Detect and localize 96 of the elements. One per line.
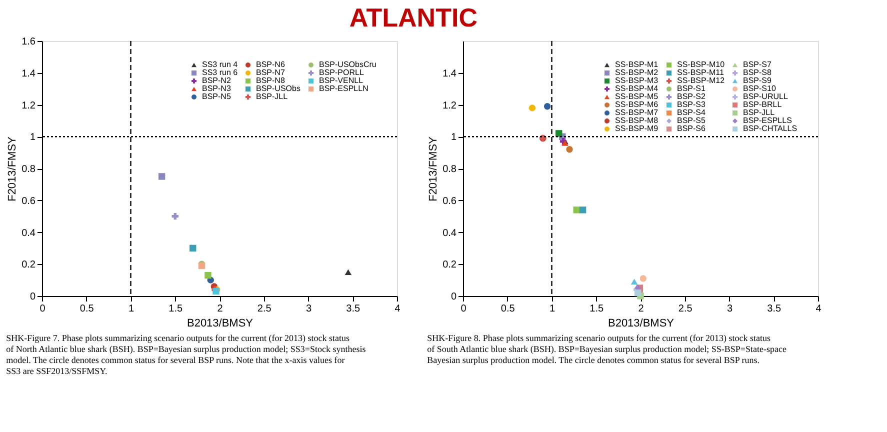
y-tick-label: 1.6: [22, 36, 36, 48]
x-tick-label: 0: [40, 304, 46, 314]
y-tick-label: 1: [450, 132, 457, 144]
y-tick-label: 0.6: [22, 196, 36, 207]
x-tick-label: 3.5: [767, 304, 782, 314]
y-tick-label: 1.4: [442, 68, 457, 80]
legend-label: BSP-ESPLLN: [319, 84, 369, 93]
x-tick-label: 3: [726, 304, 733, 314]
legend-label: SS-BSP-M2: [615, 68, 659, 77]
y-tick-label: 1.2: [442, 100, 457, 112]
point: [172, 212, 178, 220]
legend-label: BSP-N8: [256, 76, 286, 85]
point: [158, 173, 166, 180]
y-axis-title: F2013/FMSY: [428, 136, 440, 202]
chart-title: ATLANTIC: [349, 2, 478, 32]
x-tick-label: 0: [460, 304, 467, 314]
legend-label: SS-BSP-M7: [615, 108, 659, 117]
x-tick-label: 1.5: [590, 304, 604, 314]
point: [204, 272, 212, 279]
x-tick-label: 2: [217, 304, 224, 314]
y-tick-label: 0: [30, 292, 36, 302]
legend-label: BSP-ESPLLS: [743, 116, 792, 125]
legend-label: BSP-N7: [256, 68, 286, 77]
legend-label: BSP-S7: [743, 60, 772, 69]
y-axis-title: F2013/FMSY: [6, 136, 19, 202]
x-tick-label: 2: [638, 304, 644, 314]
legend-label: BSP-S6: [677, 124, 706, 133]
legend-label: BSP-S8: [743, 68, 772, 77]
legend-label: SS-BSP-M9: [615, 124, 659, 133]
y-tick-label: 0.6: [442, 196, 457, 207]
y-tick-label: 0.2: [22, 260, 36, 271]
legend-label: BSP-N6: [256, 60, 286, 69]
point: [190, 244, 196, 252]
legend-label: BSP-S10: [743, 84, 776, 93]
y-tick-label: 1.4: [22, 68, 36, 80]
legend-label: SS-BSP-M10: [677, 60, 726, 69]
legend-label: BSP-BRLL: [743, 100, 782, 109]
legend-label: SS-BSP-M1: [615, 60, 659, 69]
legend-label: BSP-S3: [677, 100, 706, 109]
legend-label: BSP-N5: [202, 92, 232, 101]
legend-label: SS-BSP-M6: [615, 100, 659, 109]
x-tick-label: 2.5: [678, 304, 693, 314]
legend-label: BSP-S1: [677, 84, 706, 93]
x-tick-label: 4: [394, 304, 401, 314]
point: [640, 275, 647, 282]
x-tick-label: 3.5: [346, 304, 361, 314]
legend-label: SS3 run 6: [202, 68, 238, 77]
x-tick-label: 2.5: [257, 304, 272, 314]
x-tick-label: 1.5: [168, 304, 184, 314]
legend-label: BSP-URULL: [743, 92, 788, 101]
legend-label: BSP-N3: [202, 84, 232, 93]
legend-label: BSP-USObsCru: [319, 60, 376, 69]
legend-label: SS-BSP-M3: [615, 76, 659, 85]
point: [630, 278, 638, 285]
legend-label: BSP-N2: [202, 76, 232, 85]
legend-label: BSP-PORLL: [319, 68, 364, 77]
x-tick-label: 0.5: [500, 304, 516, 314]
y-tick-label: 0.4: [442, 228, 457, 239]
x-axis-title: B2013/BMSY: [186, 318, 254, 330]
y-tick-label: 1.2: [22, 100, 36, 112]
x-tick-label: 1: [128, 304, 134, 314]
legend-label: BSP-S2: [677, 92, 706, 101]
legend-label: SS-BSP-M12: [677, 76, 726, 85]
legend-label: SS-BSP-M11: [677, 68, 725, 77]
point: [566, 146, 573, 153]
y-tick-label: 0.8: [22, 164, 36, 175]
legend-label: SS-BSP-M5: [615, 92, 659, 101]
legend-label: SS-BSP-M8: [615, 116, 659, 125]
y-tick-label: 0.4: [22, 228, 36, 239]
legend-label: BSP-JLL: [743, 108, 776, 117]
legend-label: BSP-S5: [677, 116, 706, 125]
point: [579, 206, 586, 214]
x-tick-label: 4: [816, 304, 822, 314]
text: SHK-Figure 8. Phase plots summarizing scenario outputs for the current (for 2013) stock status of South Atlantic blue shark (BSH). BSP=Bayesian surplus production model; SS-BSP=State-space Bayesian surplus production model. The circle denotes common status for several BSP runs.: [427, 333, 786, 365]
legend-label: BSP-USObs: [256, 84, 300, 93]
x-tick-label: 0.5: [80, 304, 94, 314]
point: [344, 269, 352, 275]
point: [528, 104, 536, 112]
x-tick-label: 1: [549, 304, 556, 314]
y-tick-label: 0: [450, 292, 457, 302]
legend-label: BSP-CHTALLS: [743, 124, 798, 133]
point: [555, 130, 562, 137]
legend-label: SS3 run 4: [202, 60, 238, 69]
y-tick-label: 0.2: [442, 260, 457, 271]
point: [573, 206, 580, 214]
legend-label: BSP-S4: [677, 108, 706, 117]
text: SHK-Figure 7. Phase plots summarizing scenario outputs for the current (for 2013) stock status of North Atlantic blue shark (BSH). BSP=Bayesian surplus production model; SS3=Stock synthesis model. The circle denotes common status for several BSP runs. Note that the x-axis values for SS3 are SSF2013/SSFMSY.: [6, 333, 366, 376]
legend-label: SS-BSP-M4: [615, 84, 659, 93]
legend-label: BSP-VENLL: [319, 76, 364, 85]
x-axis-title: B2013/BMSY: [608, 318, 675, 330]
legend-label: BSP-S9: [743, 76, 772, 85]
x-tick-label: 3: [306, 304, 312, 314]
point: [544, 102, 551, 110]
legend-label: BSP-JLL: [256, 92, 288, 101]
y-tick-label: 0.8: [442, 164, 457, 175]
y-tick-label: 1: [30, 132, 36, 144]
